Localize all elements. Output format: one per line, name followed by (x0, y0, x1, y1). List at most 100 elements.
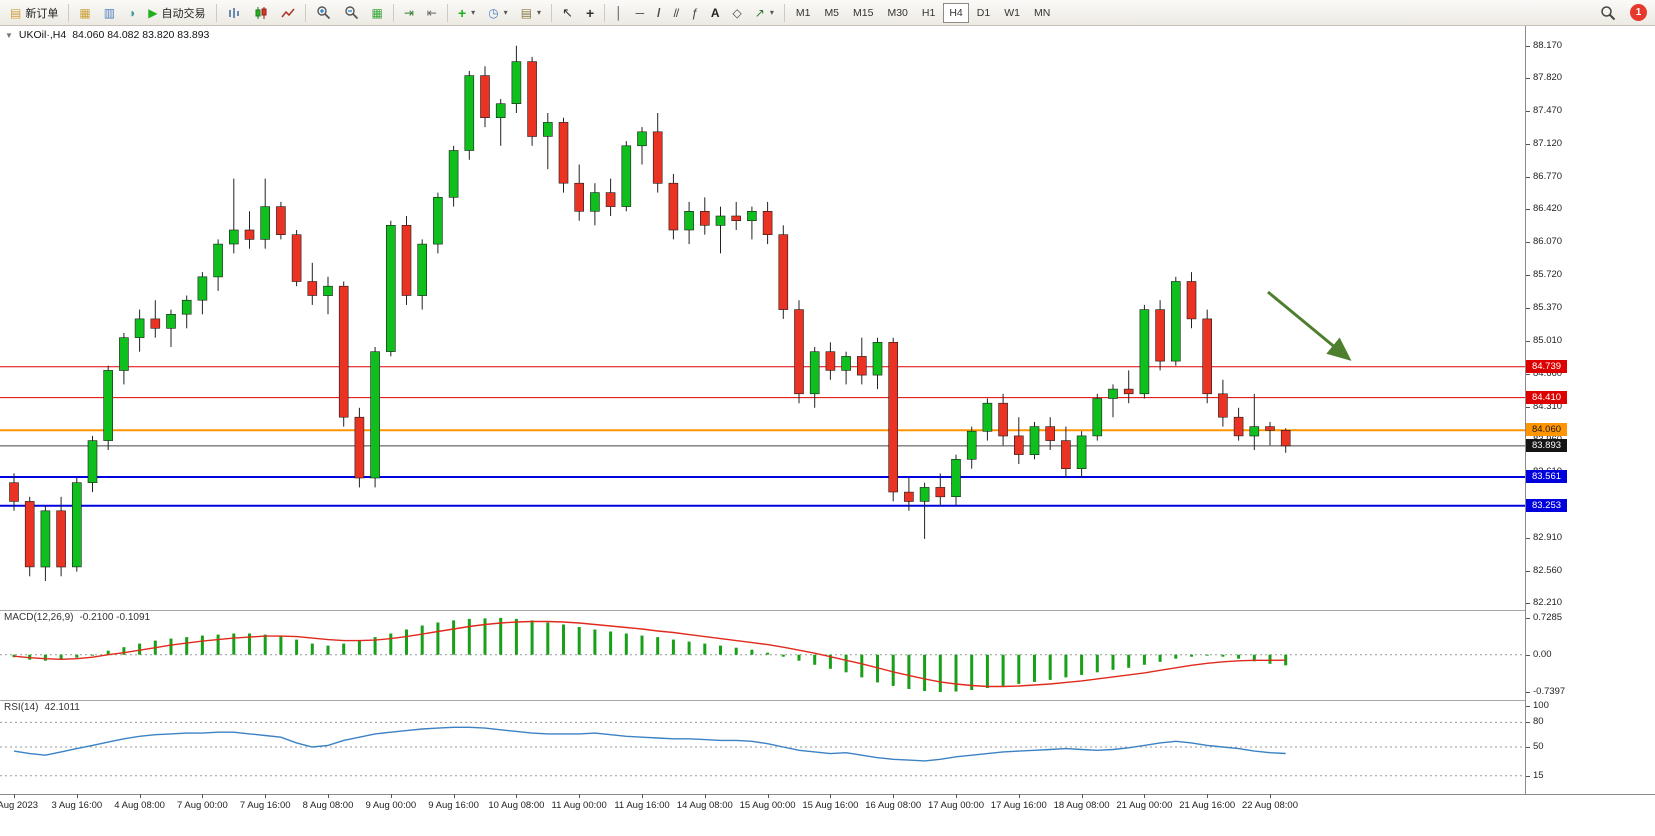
trendline-button[interactable]: / (651, 2, 666, 24)
time-label: 11 Aug 16:00 (614, 800, 670, 811)
notification-badge[interactable]: 1 (1630, 4, 1647, 21)
time-tick (642, 794, 643, 798)
rsi-chart[interactable] (0, 700, 1525, 794)
indicators-add-icon: + (457, 4, 467, 21)
price-badge: 83.893 (1526, 438, 1567, 452)
search-button[interactable] (1594, 2, 1622, 24)
new-order-icon: ▤ (10, 5, 22, 20)
autotrading-button[interactable]: ▶ 自动交易 (142, 2, 211, 24)
time-tick (893, 794, 895, 798)
time-label: 15 Aug 16:00 (802, 800, 859, 811)
toolbar-separator (215, 3, 217, 22)
time-tick (704, 794, 706, 798)
navigator-button[interactable]: ◑ (122, 2, 141, 24)
rsi-value: 42.1011 (44, 702, 80, 713)
macd-axis-label: -0.7397 (1525, 686, 1566, 697)
candles-layer (9, 45, 1291, 581)
new-order-label: 新订单 (25, 7, 59, 20)
crosshair-icon: + (585, 4, 595, 21)
vertical-line-button[interactable]: │ (609, 2, 629, 24)
price-tick: 82.910 (1525, 531, 1563, 543)
auto-scroll-button[interactable]: ⇥ (398, 2, 420, 24)
periods-button[interactable]: ◷ ▾ (482, 2, 514, 24)
timeframe-m5[interactable]: M5 (824, 6, 840, 19)
channel-icon: // (673, 5, 680, 20)
zoom-in-icon (316, 5, 331, 20)
time-label: 17 Aug 00:00 (928, 800, 984, 811)
text-tool-button[interactable]: A (705, 2, 726, 24)
time-tick (202, 794, 204, 798)
macd-axis-label: 0.00 (1526, 648, 1552, 660)
arrows-tool-button[interactable]: ↗ ▾ (749, 2, 780, 24)
toolbar-separator (783, 3, 785, 22)
time-axis[interactable]: 3 Aug 2023 3 Aug 16:00 4 Aug 08:00 7 Aug 00… (0, 794, 1655, 818)
main-chart-panel[interactable]: ▼ UKOil·,H4 84.060 84.082 83.820 83.893 (0, 26, 1525, 611)
indicators-button[interactable]: + ▾ (452, 2, 481, 24)
time-tick (453, 794, 455, 798)
horizontal-line-button[interactable]: ─ (630, 2, 651, 24)
channel-button[interactable]: // (668, 2, 685, 24)
rsi-panel[interactable]: RSI(14) 42.1011 (0, 700, 1525, 795)
toolbar-separator (604, 3, 606, 22)
templates-button[interactable]: ▤ ▾ (515, 2, 547, 24)
macd-chart[interactable] (0, 610, 1525, 700)
timeframe-mn[interactable]: MN (1033, 6, 1051, 19)
horizontal-line-icon: ─ (635, 5, 645, 20)
chart-shift-button[interactable]: ⇤ (421, 2, 443, 24)
timeframe-m15[interactable]: M15 (853, 6, 874, 19)
time-label: 7 Aug 00:00 (177, 800, 228, 811)
price-badge: 84.060 (1526, 423, 1567, 437)
market-watch-icon: ▦ (79, 5, 91, 20)
price-tick: 87.470 (1525, 105, 1563, 117)
cursor-button[interactable]: ↖ (556, 2, 579, 24)
price-tick: 85.370 (1525, 301, 1563, 313)
hlines-layer (0, 366, 1525, 507)
toolbar-separator (392, 3, 394, 22)
time-tick (1270, 794, 1271, 798)
timeframe-w1[interactable]: W1 (1004, 6, 1020, 19)
rsi-axis-label: 100 (1526, 700, 1549, 711)
timeframe-h4[interactable]: H4 (943, 2, 969, 23)
candlestick-chart[interactable] (0, 26, 1525, 610)
time-tick (767, 794, 769, 798)
time-tick (139, 794, 141, 798)
price-axis[interactable]: 88.170 87.820 87.470 87.120 86.770 86.420 86.0… (1525, 26, 1655, 794)
bar-chart-button[interactable] (221, 2, 247, 24)
timeframe-group: M1 M5 M15 M30 H1 H4 D1 W1 MN (789, 2, 1057, 23)
collapse-icon[interactable]: ▼ (5, 30, 13, 40)
timeframe-m30[interactable]: M30 (887, 6, 908, 19)
time-tick (1144, 794, 1146, 798)
time-tick (1081, 794, 1083, 798)
chevron-down-icon: ▾ (769, 8, 774, 17)
fibonacci-button[interactable]: ƒ (685, 2, 704, 24)
search-icon (1600, 5, 1616, 21)
rsi-levels (0, 721, 1525, 777)
candlestick-chart-button[interactable] (248, 2, 274, 24)
ohlc-readout: 84.060 84.082 83.820 83.893 (72, 29, 210, 41)
chevron-down-icon: ▾ (471, 8, 476, 17)
tile-windows-button[interactable]: ▦ (366, 2, 389, 24)
macd-panel[interactable]: MACD(12,26,9) -0.2100 -0.1091 (0, 610, 1525, 701)
macd-label: MACD(12,26,9) (4, 612, 74, 623)
timeframe-m1[interactable]: M1 (795, 6, 811, 19)
time-tick (14, 794, 15, 798)
shapes-button[interactable]: ◇ (727, 2, 748, 24)
cursor-icon: ↖ (562, 5, 573, 20)
data-window-button[interactable]: ▥ (98, 2, 121, 24)
price-tick: 84.660 (1525, 368, 1563, 380)
timeframe-d1[interactable]: D1 (976, 6, 991, 19)
time-label: 22 Aug 08:00 (1242, 800, 1298, 811)
zoom-in-button[interactable] (310, 2, 337, 24)
time-label: 17 Aug 16:00 (990, 800, 1047, 811)
toolbar-separator (446, 3, 448, 22)
line-chart-button[interactable] (275, 2, 301, 24)
market-watch-button[interactable]: ▦ (73, 2, 96, 24)
time-label: 7 Aug 16:00 (239, 800, 291, 811)
price-tick: 87.820 (1525, 72, 1563, 84)
price-badge: 83.253 (1526, 498, 1567, 512)
timeframe-h1[interactable]: H1 (921, 6, 936, 19)
text-tool-icon: A (710, 5, 720, 20)
crosshair-button[interactable]: + (580, 2, 600, 24)
new-order-button[interactable]: ▤ 新订单 (4, 2, 64, 24)
zoom-out-button[interactable] (338, 2, 365, 24)
